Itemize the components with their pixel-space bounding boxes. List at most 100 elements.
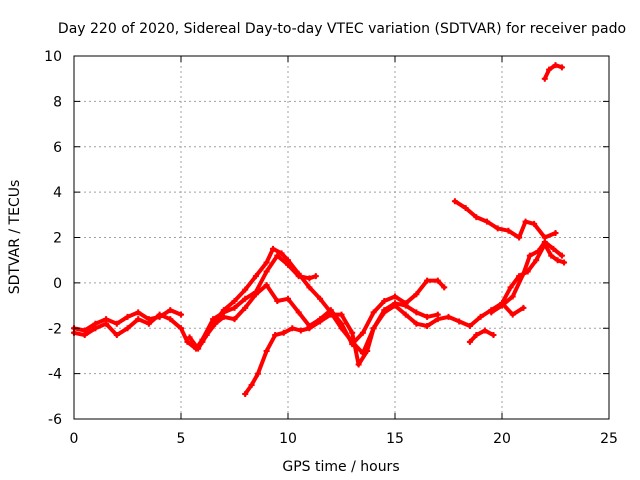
data-point [263, 259, 270, 266]
data-point [306, 275, 313, 282]
data-point [441, 284, 448, 291]
data-point [242, 391, 249, 398]
data-point [473, 332, 480, 339]
data-point [178, 325, 184, 332]
data-point [81, 327, 88, 334]
data-point [274, 298, 281, 305]
x-tick-label: 0 [70, 431, 79, 447]
data-point [338, 311, 345, 318]
data-point [285, 257, 291, 264]
data-point [272, 332, 279, 339]
data-point [285, 295, 291, 302]
y-tick-label: 4 [53, 185, 62, 201]
data-point [92, 320, 99, 327]
data-point [516, 234, 523, 241]
data-point [466, 338, 473, 345]
data-point [392, 293, 398, 300]
data-point [242, 295, 249, 302]
data-point [278, 250, 285, 257]
data-point [434, 277, 441, 284]
data-point [338, 325, 345, 332]
data-point [552, 229, 559, 236]
data-point [295, 309, 302, 316]
data-point [263, 282, 270, 289]
x-axis-label: GPS time / hours [282, 459, 399, 475]
data-point [255, 370, 262, 377]
y-tick-label: -6 [48, 412, 62, 428]
data-point [533, 257, 540, 264]
data-point [289, 325, 296, 332]
data-point [531, 220, 538, 227]
data-point [297, 327, 304, 334]
data-point [178, 311, 184, 318]
data-point [167, 307, 174, 314]
data-point [359, 329, 366, 336]
data-point [317, 295, 324, 302]
x-tick-label: 5 [177, 431, 186, 447]
y-tick-label: 0 [53, 276, 62, 292]
data-point [424, 313, 431, 320]
data-point [306, 284, 313, 291]
data-point [270, 245, 277, 252]
data-point [370, 325, 377, 332]
data-point [263, 347, 270, 354]
data-point [263, 268, 270, 275]
x-tick-label: 20 [493, 431, 511, 447]
y-tick-label: 8 [53, 94, 62, 110]
data-point [248, 381, 255, 388]
data-point [156, 313, 163, 320]
data-point [552, 62, 559, 69]
data-point [494, 225, 501, 232]
y-tick-label: -4 [48, 367, 62, 383]
data-point [413, 320, 420, 327]
data-point [231, 316, 238, 323]
data-point [381, 298, 388, 305]
y-tick-label: -2 [48, 321, 62, 337]
data-point [520, 304, 527, 311]
y-tick-label: 2 [53, 231, 62, 247]
data-point [242, 286, 249, 293]
data-point [113, 332, 120, 339]
data-point [184, 338, 191, 345]
data-point [451, 198, 458, 205]
data-point [242, 304, 249, 311]
data-point [220, 307, 227, 314]
data-point [124, 313, 131, 320]
data-point [561, 259, 568, 266]
data-point [252, 291, 259, 298]
data-point [413, 309, 420, 316]
data-point [484, 218, 491, 225]
data-point [381, 309, 388, 316]
data-point [317, 318, 324, 325]
data-point [541, 75, 548, 82]
data-point [558, 64, 565, 71]
data-point [306, 325, 313, 332]
data-point [231, 298, 238, 305]
data-point [558, 252, 565, 259]
data-point [370, 309, 377, 316]
x-tick-label: 10 [279, 431, 297, 447]
data-point [445, 313, 452, 320]
data-point [456, 318, 463, 325]
data-point [135, 316, 142, 323]
data-point [550, 245, 557, 252]
data-point [548, 252, 555, 259]
data-point [210, 320, 217, 327]
data-point [113, 320, 120, 327]
data-point [490, 332, 497, 339]
data-point [199, 338, 206, 345]
data-point [103, 316, 110, 323]
data-point [466, 322, 473, 329]
y-tick-label: 6 [53, 140, 62, 156]
data-point [499, 300, 505, 307]
series-arc-10 [542, 63, 564, 81]
data-point [231, 304, 238, 311]
data-point [424, 322, 431, 329]
data-point [280, 329, 287, 336]
axis-ticks [73, 55, 610, 420]
series-arc-7 [467, 328, 496, 344]
data-point [524, 268, 531, 275]
data-point [516, 273, 523, 280]
